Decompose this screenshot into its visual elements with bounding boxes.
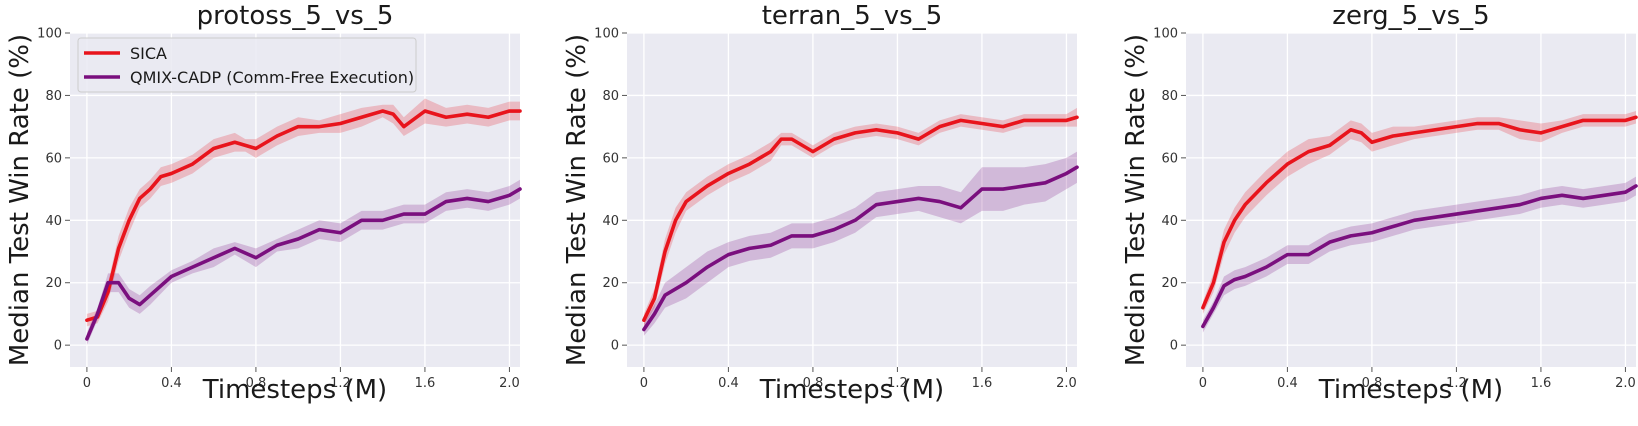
series-line-sica bbox=[85, 109, 522, 322]
x-axis-label: Timesteps (M) bbox=[1318, 375, 1503, 405]
y-tick-label: 0 bbox=[1170, 339, 1178, 354]
y-tick-label: 80 bbox=[1161, 89, 1178, 104]
x-tick-label: 1.6 bbox=[1531, 376, 1552, 391]
y-tick-label: 100 bbox=[594, 27, 619, 42]
x-tick-label: 0.4 bbox=[1277, 376, 1298, 391]
legend-label-qmix-cadp: QMIX-CADP (Comm-Free Execution) bbox=[130, 68, 414, 87]
series-line-qmix-cadp bbox=[1201, 184, 1638, 329]
series-line-qmix-cadp bbox=[85, 187, 522, 341]
chart-title: protoss_5_vs_5 bbox=[197, 1, 394, 31]
y-tick-label: 60 bbox=[45, 151, 62, 166]
x-tick-label: 1.6 bbox=[972, 376, 993, 391]
series-band-sica bbox=[1202, 111, 1636, 314]
y-tick-label: 60 bbox=[602, 151, 619, 166]
x-tick-label: 2.0 bbox=[499, 376, 520, 391]
x-tick-label: 1.2 bbox=[887, 376, 908, 391]
y-axis-label: Median Test Win Rate (%) bbox=[5, 34, 35, 366]
x-tick-label: 0 bbox=[83, 376, 91, 391]
y-tick-label: 100 bbox=[37, 27, 62, 42]
y-tick-label: 40 bbox=[1161, 214, 1178, 229]
x-tick-label: 0 bbox=[640, 376, 648, 391]
y-tick-label: 0 bbox=[54, 339, 62, 354]
y-tick-label: 20 bbox=[1161, 276, 1178, 291]
series-band-qmix-cadp bbox=[643, 151, 1077, 336]
chart-title: zerg_5_vs_5 bbox=[1332, 1, 1489, 31]
y-tick-label: 20 bbox=[602, 276, 619, 291]
x-tick-label: 0 bbox=[1199, 376, 1207, 391]
x-tick-label: 0.8 bbox=[803, 376, 824, 391]
y-tick-label: 80 bbox=[45, 89, 62, 104]
series-line-sica bbox=[642, 115, 1079, 322]
x-tick-label: 0.8 bbox=[1362, 376, 1383, 391]
series-line-sica bbox=[1201, 115, 1638, 310]
x-axis-label: Timesteps (M) bbox=[759, 375, 944, 405]
y-tick-label: 80 bbox=[602, 89, 619, 104]
x-tick-label: 2.0 bbox=[1615, 376, 1636, 391]
y-axis-label: Median Test Win Rate (%) bbox=[562, 34, 592, 366]
y-tick-label: 60 bbox=[1161, 151, 1178, 166]
chart-panel-2: 0 0.4 0.8 1.2 1.6 2.0 0 20 40 60 80 100 terran_5_vs_… bbox=[562, 1, 1079, 405]
plot-area bbox=[627, 33, 1077, 367]
y-tick-label: 20 bbox=[45, 276, 62, 291]
chart-title: terran_5_vs_5 bbox=[762, 1, 943, 31]
x-tick-label: 1.6 bbox=[415, 376, 436, 391]
y-axis-label: Median Test Win Rate (%) bbox=[1121, 34, 1151, 366]
legend: SICA QMIX-CADP (Comm-Free Execution) bbox=[77, 37, 417, 93]
x-tick-label: 0.4 bbox=[161, 376, 182, 391]
chart-panel-1: 0 0.4 0.8 1.2 1.6 2.0 0 20 40 60 80 100 protoss_5_vs… bbox=[5, 1, 522, 405]
series-band-sica bbox=[86, 98, 521, 327]
chart-panel-3: 0 0.4 0.8 1.2 1.6 2.0 0 20 40 60 80 100 zerg_5_vs_5 T… bbox=[1121, 1, 1638, 405]
legend-box bbox=[77, 37, 417, 93]
y-tick-label: 40 bbox=[602, 214, 619, 229]
y-tick-label: 100 bbox=[1153, 27, 1178, 42]
x-tick-label: 1.2 bbox=[1446, 376, 1467, 391]
x-tick-label: 0.4 bbox=[718, 376, 739, 391]
x-tick-label: 1.2 bbox=[330, 376, 351, 391]
legend-label-sica: SICA bbox=[130, 44, 167, 63]
x-axis-label: Timesteps (M) bbox=[202, 375, 387, 405]
series-line-qmix-cadp bbox=[642, 165, 1079, 332]
y-tick-label: 40 bbox=[45, 214, 62, 229]
x-tick-label: 0.8 bbox=[246, 376, 267, 391]
series-band-qmix-cadp bbox=[86, 179, 521, 346]
y-tick-label: 0 bbox=[611, 339, 619, 354]
plot-area bbox=[1186, 33, 1636, 367]
x-tick-label: 2.0 bbox=[1056, 376, 1077, 391]
